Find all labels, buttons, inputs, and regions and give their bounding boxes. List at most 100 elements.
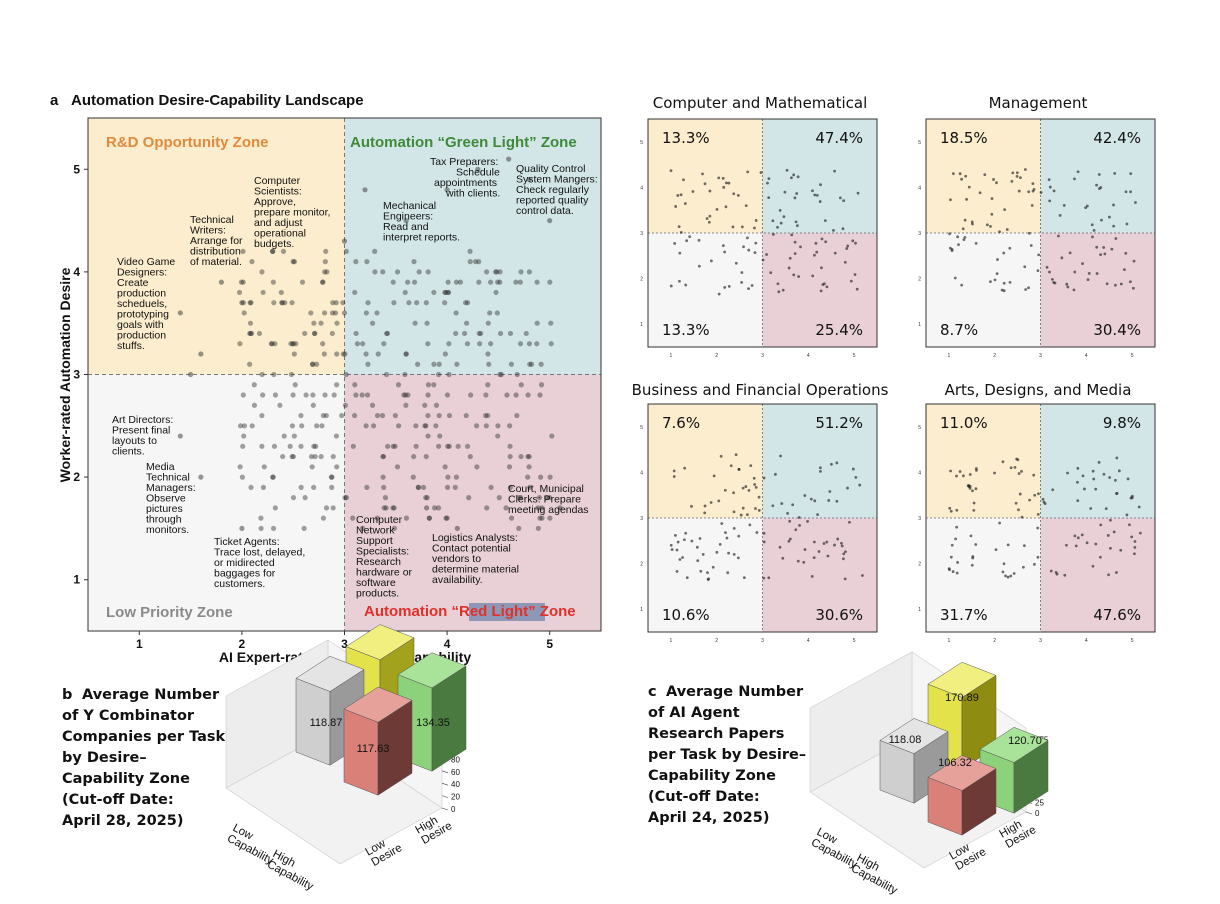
scatter-point bbox=[303, 392, 309, 398]
scatter-point bbox=[363, 351, 369, 357]
scatter-point bbox=[1099, 253, 1102, 257]
scatter-point bbox=[833, 169, 836, 173]
panel-title: Arts, Designs, and Media bbox=[945, 381, 1132, 399]
share-top-left: 11.0% bbox=[940, 414, 988, 432]
scatter-point bbox=[513, 392, 519, 398]
scatter-point bbox=[1128, 523, 1131, 527]
scatter-point bbox=[1023, 168, 1027, 171]
scatter-point bbox=[321, 310, 328, 316]
scatter-point bbox=[318, 320, 324, 326]
scatter-point bbox=[792, 273, 796, 277]
scatter-point bbox=[701, 172, 704, 176]
title-line: April 24, 2025) bbox=[648, 810, 769, 826]
scatter-point bbox=[526, 464, 532, 470]
scatter-point bbox=[993, 471, 996, 475]
scatter-point bbox=[701, 552, 705, 556]
title-line: Companies per Task bbox=[62, 729, 226, 745]
scatter-point bbox=[310, 361, 316, 367]
scatter-point bbox=[487, 279, 494, 285]
bar-value-label: 134.35 bbox=[416, 717, 450, 729]
scatter-point bbox=[1015, 171, 1019, 175]
scatter-point bbox=[785, 168, 789, 172]
scatter-point bbox=[1114, 237, 1118, 240]
annotation-line: Media bbox=[146, 461, 175, 473]
scatter-point bbox=[761, 258, 765, 262]
scatter-point bbox=[363, 310, 369, 316]
y-tick-label: 5 bbox=[640, 140, 643, 146]
quadrant-green bbox=[762, 119, 877, 233]
title-line: Capability Zone bbox=[62, 771, 190, 787]
scatter-point bbox=[322, 259, 328, 265]
scatter-point bbox=[757, 495, 761, 499]
scatter-point bbox=[948, 506, 952, 510]
scatter-point bbox=[675, 548, 679, 552]
scatter-point bbox=[974, 543, 978, 546]
share-bottom-left: 8.7% bbox=[940, 321, 978, 339]
scatter-point bbox=[968, 484, 972, 488]
panel-b: b Average Number of Y Combinator Companies… bbox=[62, 624, 467, 893]
scatter-point bbox=[1094, 487, 1098, 491]
scatter-point bbox=[1073, 534, 1077, 538]
scatter-point bbox=[1109, 518, 1112, 522]
annotation-line: meeting agendas bbox=[508, 504, 589, 516]
scatter-point bbox=[392, 412, 398, 419]
y-tick-label: 5 bbox=[73, 162, 80, 176]
scatter-point bbox=[681, 556, 684, 559]
scatter-point bbox=[809, 497, 813, 501]
x-tick-label: 3 bbox=[341, 637, 348, 651]
scatter-point bbox=[757, 509, 761, 512]
y-tick-label: 2 bbox=[918, 277, 921, 283]
bar-top-face bbox=[343, 686, 413, 723]
annotation-line: reported quality bbox=[516, 195, 589, 207]
scatter-point bbox=[685, 576, 689, 579]
panel-title: Computer and Mathematical bbox=[653, 94, 868, 112]
scatter-point bbox=[402, 392, 409, 398]
scatter-point bbox=[970, 563, 974, 567]
scatter-point bbox=[1049, 569, 1053, 573]
scatter-point bbox=[380, 269, 386, 275]
scatter-point bbox=[485, 351, 491, 357]
scatter-point bbox=[688, 235, 692, 239]
scatter-point bbox=[712, 474, 716, 478]
scatter-point bbox=[488, 341, 494, 347]
scatter-point bbox=[1027, 190, 1031, 194]
scatter-point bbox=[990, 212, 994, 216]
scatter-point bbox=[727, 285, 731, 288]
scatter-point bbox=[1065, 282, 1069, 286]
x-tick-label: 2 bbox=[993, 638, 996, 644]
scatter-point bbox=[682, 178, 685, 182]
scatter-point bbox=[431, 361, 437, 367]
scatter-point bbox=[1104, 507, 1108, 511]
scatter-point bbox=[836, 537, 840, 541]
scatter-point bbox=[467, 248, 473, 254]
scatter-point bbox=[703, 504, 707, 508]
scatter-point bbox=[1048, 270, 1051, 274]
scatter-point bbox=[960, 177, 964, 181]
scatter-point bbox=[669, 543, 673, 547]
scatter-point bbox=[431, 382, 437, 388]
scatter-point bbox=[955, 508, 959, 512]
scatter-point bbox=[241, 433, 247, 439]
scatter-point bbox=[739, 513, 743, 517]
x-tick-label: 5 bbox=[1131, 638, 1134, 644]
z-tick-mark bbox=[441, 782, 449, 786]
annotation-line: Designers: bbox=[117, 267, 167, 279]
scatter-point bbox=[1097, 173, 1101, 176]
scatter-point bbox=[813, 253, 816, 257]
annotation-line: Trace lost, delayed, bbox=[214, 547, 305, 559]
scatter-point bbox=[311, 443, 317, 449]
scatter-point bbox=[754, 507, 757, 510]
annotation-line: software bbox=[356, 577, 396, 589]
scatter-point bbox=[740, 271, 744, 274]
scatter-point bbox=[819, 289, 823, 293]
quadrant-green bbox=[344, 118, 601, 375]
scatter-point bbox=[1021, 565, 1025, 569]
scatter-point bbox=[292, 382, 298, 388]
scatter-point bbox=[1023, 265, 1027, 269]
share-top-right: 42.4% bbox=[1093, 129, 1141, 147]
scatter-point bbox=[995, 272, 999, 275]
scatter-point bbox=[465, 300, 471, 306]
scatter-point bbox=[793, 240, 797, 244]
scatter-point bbox=[811, 274, 815, 278]
scatter-point bbox=[725, 536, 729, 540]
